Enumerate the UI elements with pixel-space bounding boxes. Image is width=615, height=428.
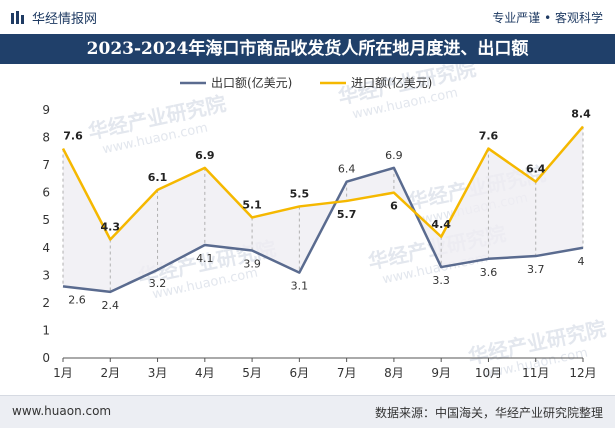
x-tick-label: 8月	[384, 366, 404, 380]
export-data-label: 3.6	[480, 266, 498, 279]
export-data-label: 3.3	[432, 274, 450, 287]
chart-title: 2023-2024年海口市商品收发货人所在地月度进、出口额	[0, 34, 615, 64]
x-tick-label: 7月	[337, 366, 357, 380]
x-axis: 1月 2月 3月 4月 5月 6月 7月 8月 9月 10月 11月 12月	[53, 357, 597, 380]
legend-label: 出口额(亿美元)	[211, 75, 292, 90]
x-tick-label: 11月	[522, 366, 549, 380]
x-tick-label: 1月	[53, 366, 73, 380]
y-tick-label: 3	[42, 268, 50, 282]
legend-label: 进口额(亿美元)	[351, 75, 432, 90]
y-tick-label: 6	[42, 186, 50, 200]
brand-name: 华经情报网	[32, 12, 98, 27]
y-tick-label: 7	[42, 158, 50, 172]
brand-logo-icon	[11, 10, 24, 24]
export-data-label: 3.9	[243, 258, 261, 271]
import-data-label: 5.7	[337, 208, 357, 221]
export-data-label: 3.1	[291, 280, 309, 293]
y-tick-label: 0	[42, 351, 50, 365]
x-tick-label: 9月	[431, 366, 451, 380]
export-data-label: 6.4	[338, 163, 356, 176]
tagline: 专业严谨 • 客观科学	[492, 11, 603, 25]
x-tick-label: 3月	[148, 366, 168, 380]
y-tick-label: 1	[42, 323, 50, 337]
x-tick-label: 2月	[100, 366, 120, 380]
x-tick-label: 10月	[475, 366, 502, 380]
y-tick-label: 5	[42, 213, 50, 227]
import-data-label: 7.6	[63, 130, 83, 143]
y-tick-label: 2	[42, 296, 50, 310]
export-data-label: 2.6	[68, 293, 86, 306]
line-chart: 华经产业研究院www.huaon.com华经产业研究院www.huaon.com…	[42, 64, 608, 382]
import-data-label: 4.4	[431, 218, 451, 231]
data-labels: 7.6 2.6 4.3 2.4 6.1 3.2 6.9 4.1 5.1 3.9 5.5 3.1 5.7 6…	[63, 108, 591, 312]
export-data-label: 3.7	[527, 263, 545, 276]
import-data-label: 8.4	[571, 108, 591, 121]
brand: 华经情报网	[10, 8, 97, 27]
series-lines	[61, 125, 584, 294]
import-data-label: 6	[390, 200, 398, 213]
x-tick-label: 5月	[242, 366, 262, 380]
export-data-label: 3.2	[149, 277, 167, 290]
footer-source: 数据来源：中国海关，华经产业研究院整理	[374, 406, 603, 420]
import-series-line	[61, 125, 584, 241]
import-data-label: 5.5	[290, 187, 310, 200]
export-series-line	[62, 166, 584, 294]
x-tick-label: 6月	[290, 366, 310, 380]
import-data-label: 7.6	[479, 130, 499, 143]
import-data-label: 5.1	[242, 198, 262, 211]
y-tick-label: 8	[42, 131, 50, 145]
import-data-label: 4.3	[101, 221, 121, 234]
drop-lines	[62, 126, 584, 292]
y-tick-label: 4	[42, 241, 50, 255]
export-data-label: 2.4	[102, 299, 120, 312]
import-data-label: 6.1	[148, 171, 168, 184]
import-data-label: 6.4	[526, 163, 546, 176]
gap-area-fill	[63, 126, 583, 292]
x-tick-label: 12月	[569, 366, 596, 380]
top-bar: 华经情报网 专业严谨 • 客观科学	[0, 0, 615, 35]
export-data-label: 4.1	[196, 252, 214, 265]
footer: www.huaon.com 数据来源：中国海关，华经产业研究院整理	[0, 395, 615, 428]
legend: 出口额(亿美元) 进口额(亿美元)	[180, 75, 432, 90]
gap-area	[63, 126, 583, 292]
x-tick-label: 4月	[195, 366, 215, 380]
export-data-label: 4	[578, 255, 585, 268]
export-data-label: 6.9	[385, 149, 403, 162]
import-data-label: 6.9	[195, 149, 215, 162]
y-axis: 0 1 2 3 4 5 6 7 8 9	[42, 103, 50, 365]
y-tick-label: 9	[42, 103, 50, 117]
footer-url: www.huaon.com	[12, 404, 112, 418]
